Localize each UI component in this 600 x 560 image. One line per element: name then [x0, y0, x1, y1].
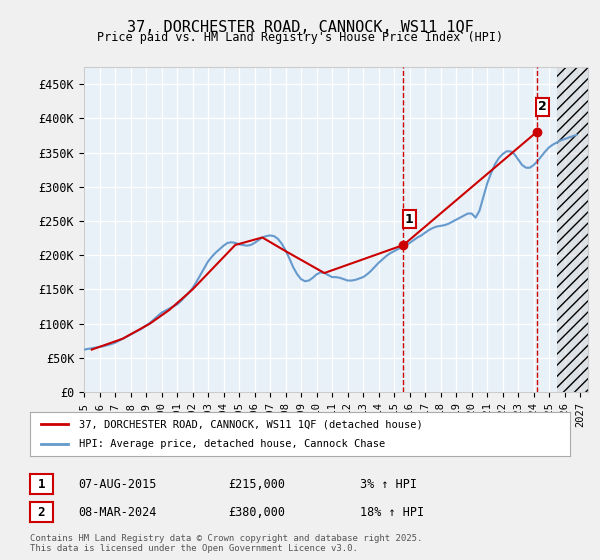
Text: HPI: Average price, detached house, Cannock Chase: HPI: Average price, detached house, Cann… [79, 439, 385, 449]
Text: 2: 2 [38, 506, 45, 519]
Text: 1: 1 [405, 213, 414, 226]
Text: Contains HM Land Registry data © Crown copyright and database right 2025.
This d: Contains HM Land Registry data © Crown c… [30, 534, 422, 553]
Text: £215,000: £215,000 [228, 478, 285, 491]
Text: 2: 2 [538, 100, 547, 113]
Text: 18% ↑ HPI: 18% ↑ HPI [360, 506, 424, 519]
Text: 07-AUG-2015: 07-AUG-2015 [78, 478, 157, 491]
Bar [557, 67, 588, 392]
Text: 37, DORCHESTER ROAD, CANNOCK, WS11 1QF (detached house): 37, DORCHESTER ROAD, CANNOCK, WS11 1QF (… [79, 419, 422, 429]
Text: 3% ↑ HPI: 3% ↑ HPI [360, 478, 417, 491]
Text: 37, DORCHESTER ROAD, CANNOCK, WS11 1QF: 37, DORCHESTER ROAD, CANNOCK, WS11 1QF [127, 20, 473, 35]
Text: Price paid vs. HM Land Registry's House Price Index (HPI): Price paid vs. HM Land Registry's House … [97, 31, 503, 44]
Text: 08-MAR-2024: 08-MAR-2024 [78, 506, 157, 519]
Text: 1: 1 [38, 478, 45, 491]
Text: £380,000: £380,000 [228, 506, 285, 519]
